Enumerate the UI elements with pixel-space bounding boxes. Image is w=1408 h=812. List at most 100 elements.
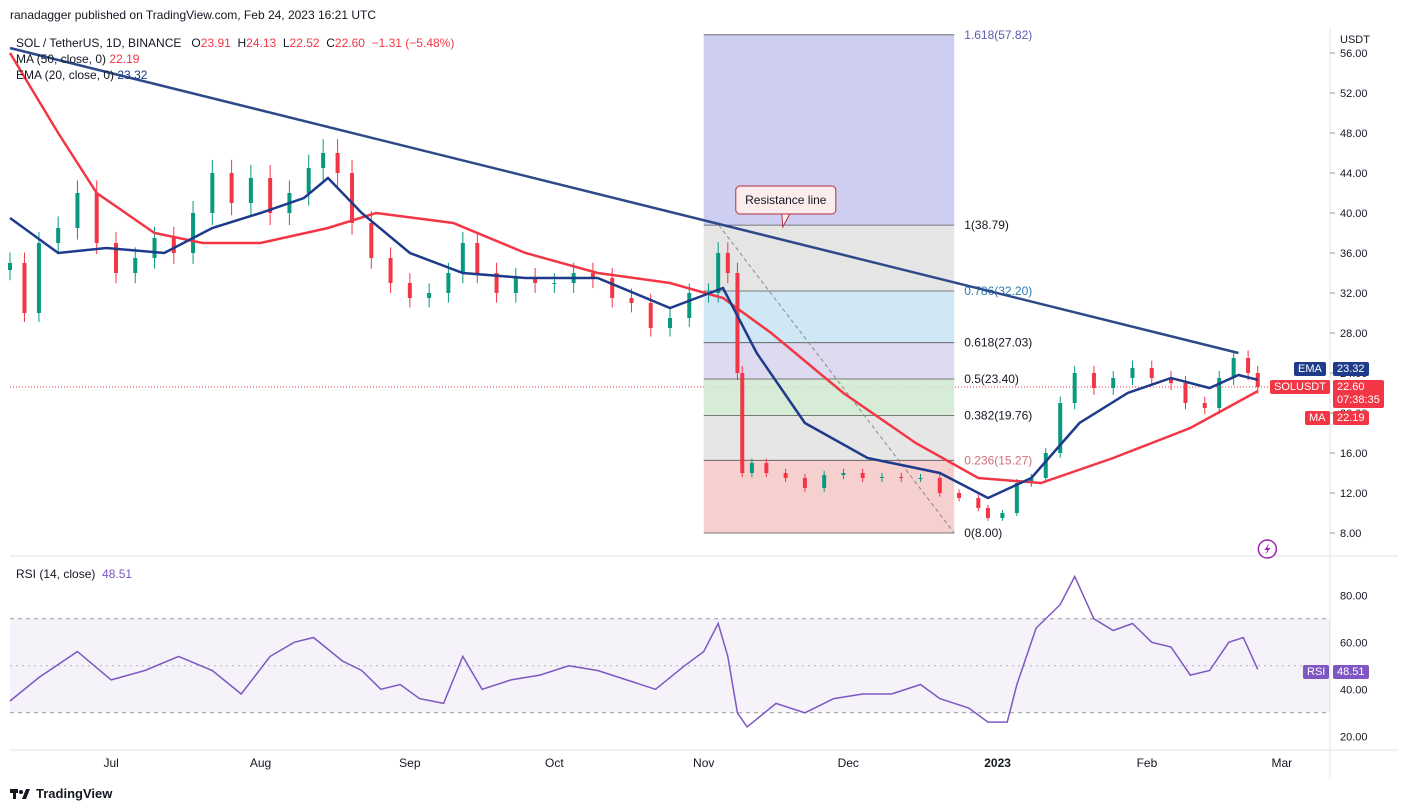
rsi-label[interactable]: RSI (14, close) xyxy=(16,567,96,581)
candle xyxy=(985,508,990,518)
ema-value: 23.32 xyxy=(117,68,148,82)
candle xyxy=(248,178,253,203)
price-tick-label: 40.00 xyxy=(1340,208,1368,220)
candle xyxy=(513,278,518,293)
candle xyxy=(918,478,923,479)
ma-label[interactable]: MA (50, close, 0) xyxy=(16,52,107,66)
open-value: 23.91 xyxy=(200,36,231,50)
fib-level-label: 0.236(15.27) xyxy=(964,453,1032,467)
high-label: H xyxy=(237,36,247,50)
rsi-price-badge: 48.51 xyxy=(1333,665,1369,679)
candle xyxy=(446,273,451,293)
time-tick-label: Feb xyxy=(1137,756,1158,770)
fib-zone xyxy=(703,342,955,379)
price-tick-label: 32.00 xyxy=(1340,288,1368,300)
time-tick-label: Aug xyxy=(250,756,271,770)
candle xyxy=(75,193,80,228)
fib-level-label: 1.618(57.82) xyxy=(964,28,1032,42)
candle xyxy=(321,153,326,168)
candle xyxy=(802,478,807,488)
candle xyxy=(229,173,234,203)
candle xyxy=(610,278,615,298)
candle xyxy=(1231,358,1236,378)
candle xyxy=(1149,368,1154,378)
ema-price-badge: 23.32 xyxy=(1333,362,1369,376)
symbol-name[interactable]: SOL / TetherUS, 1D, BINANCE xyxy=(16,36,182,50)
candle xyxy=(94,193,99,243)
lightning-glyph xyxy=(1264,543,1271,555)
time-tick-label: Oct xyxy=(545,756,564,770)
candle xyxy=(1183,383,1188,403)
candle xyxy=(552,283,557,284)
candle xyxy=(783,473,788,478)
change-value: −1.31 (−5.48%) xyxy=(371,36,455,50)
ma-price-badge: 22.19 xyxy=(1333,411,1369,425)
candle xyxy=(1130,368,1135,378)
rsi-legend: RSI (14, close) 48.51 xyxy=(16,567,132,581)
time-tick-label: Mar xyxy=(1271,756,1292,770)
candle xyxy=(976,498,981,508)
ma-tag: MA xyxy=(1305,411,1330,425)
fib-level-label: 0.786(32.20) xyxy=(964,284,1032,298)
rsi-tick-label: 80.00 xyxy=(1340,590,1368,602)
price-tick-label: 28.00 xyxy=(1340,328,1368,340)
candle xyxy=(475,243,480,273)
high-value: 24.13 xyxy=(246,36,277,50)
candle xyxy=(822,475,827,488)
tradingview-logo-icon xyxy=(10,788,30,799)
candle xyxy=(113,243,118,273)
symbol-legend: SOL / TetherUS, 1D, BINANCE O23.91 H24.1… xyxy=(16,35,454,83)
open-label: O xyxy=(191,36,201,50)
candle xyxy=(1091,373,1096,388)
price-tick-label: 8.00 xyxy=(1340,528,1361,540)
time-tick-label: Dec xyxy=(838,756,859,770)
fib-zone xyxy=(703,291,955,343)
candle xyxy=(171,238,176,253)
ma-value: 22.19 xyxy=(109,52,140,66)
candle xyxy=(306,168,311,193)
candle xyxy=(1111,378,1116,388)
fib-level-label: 0.618(27.03) xyxy=(964,336,1032,350)
candle xyxy=(687,293,692,318)
candle xyxy=(841,473,846,475)
time-tick-label: Sep xyxy=(399,756,421,770)
sol-tag: SOLUSDT xyxy=(1270,380,1330,394)
indicator-lines: Resistance line xyxy=(8,46,1278,559)
candle xyxy=(716,253,721,293)
price-tick-label: 48.00 xyxy=(1340,128,1368,140)
candle xyxy=(1072,373,1077,403)
candle xyxy=(494,273,499,293)
ma50-line xyxy=(8,52,1259,485)
fib-level-label: 0.5(23.40) xyxy=(964,372,1019,386)
candle xyxy=(210,173,215,213)
price-tick-label: 52.00 xyxy=(1340,88,1368,100)
rsi-tick-label: 60.00 xyxy=(1340,637,1368,649)
candle xyxy=(740,373,745,473)
candle xyxy=(957,493,962,498)
candle xyxy=(335,153,340,173)
rsi-tick-label: 20.00 xyxy=(1340,731,1368,743)
candle xyxy=(735,273,740,373)
price-unit: USDT xyxy=(1340,34,1370,46)
candle xyxy=(133,258,138,273)
price-tick-label: 56.00 xyxy=(1340,48,1368,60)
candle xyxy=(533,278,538,283)
candle xyxy=(152,238,157,258)
ema-label[interactable]: EMA (20, close, 0) xyxy=(16,68,115,82)
rsi-pane: 80.00 60.00 40.00 20.00 xyxy=(9,574,1368,743)
candle xyxy=(1169,378,1174,383)
price-tick-label: 44.00 xyxy=(1340,168,1368,180)
candle xyxy=(764,463,769,473)
publisher-header: ranadagger published on TradingView.com,… xyxy=(10,8,377,22)
candle xyxy=(268,178,273,213)
candle xyxy=(1255,373,1260,387)
sol-price-badge: 22.60 07:38:35 xyxy=(1333,380,1384,408)
candle xyxy=(8,263,12,270)
candle xyxy=(191,213,196,253)
candle xyxy=(1043,453,1048,478)
candle xyxy=(590,273,595,278)
price-tick-label: 36.00 xyxy=(1340,248,1368,260)
time-tick-label: Jul xyxy=(103,756,118,770)
footer-brand[interactable]: TradingView xyxy=(10,786,112,801)
